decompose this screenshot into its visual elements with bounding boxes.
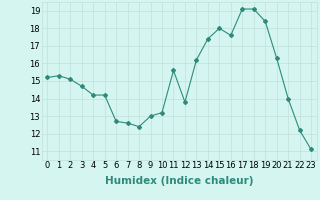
X-axis label: Humidex (Indice chaleur): Humidex (Indice chaleur)	[105, 176, 253, 186]
